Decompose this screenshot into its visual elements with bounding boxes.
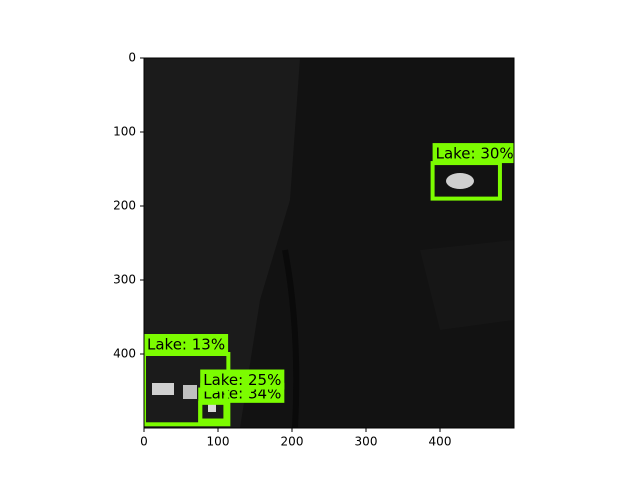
x-tick-label: 200 bbox=[281, 435, 304, 449]
x-tick-label: 0 bbox=[140, 435, 148, 449]
x-tick-label: 400 bbox=[429, 435, 452, 449]
detections: Lake: 30%Lake: 13%Lake: 34%Lake: 25% bbox=[144, 143, 514, 427]
image-background bbox=[144, 58, 514, 429]
x-tick-label: 300 bbox=[355, 435, 378, 449]
y-tick-label: 300 bbox=[113, 273, 136, 287]
x-tick-label: 100 bbox=[207, 435, 230, 449]
detection-label-background bbox=[200, 369, 285, 390]
detection-label: Lake: 30% bbox=[436, 145, 514, 163]
detection-label: Lake: 25% bbox=[203, 371, 281, 389]
y-tick-label: 400 bbox=[113, 347, 136, 361]
detection-label-background bbox=[432, 143, 514, 164]
detection-label-background bbox=[144, 334, 229, 354]
axes-frame bbox=[143, 57, 515, 429]
y-tick-label: 200 bbox=[113, 199, 136, 213]
y-tick-label: 0 bbox=[128, 51, 136, 65]
y-tick-label: 100 bbox=[113, 125, 136, 139]
detection-label: Lake: 13% bbox=[147, 336, 225, 354]
